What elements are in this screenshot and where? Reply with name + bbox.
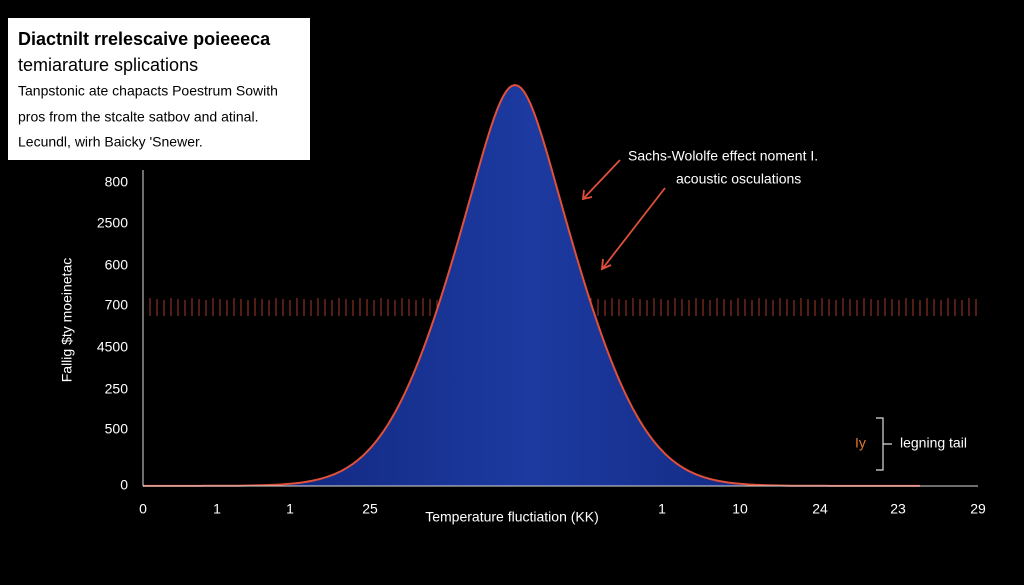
y-tick-label: 4500 bbox=[97, 339, 128, 355]
x-tick-label: 23 bbox=[890, 501, 906, 517]
y-axis-label: Fallig $ty moeinetac bbox=[59, 258, 75, 383]
x-tick-label: 1 bbox=[213, 501, 221, 517]
x-axis-label: Temperature fluctiation (KK) bbox=[425, 509, 599, 525]
y-tick-label: 800 bbox=[105, 174, 129, 190]
subtitle: temiarature splications bbox=[18, 55, 198, 75]
y-tick-label: 500 bbox=[105, 421, 129, 437]
y-tick-label: 2500 bbox=[97, 215, 128, 231]
tick-band bbox=[142, 298, 977, 316]
annotation: Sachs-Wololfe effect noment I. bbox=[628, 148, 818, 164]
arrow-head bbox=[581, 189, 593, 201]
y-tick-label: 700 bbox=[105, 297, 129, 313]
y-tick-label: 600 bbox=[105, 257, 129, 273]
x-tick-label: 29 bbox=[970, 501, 986, 517]
x-tick-label: 10 bbox=[732, 501, 748, 517]
legend-symbol: Iy bbox=[855, 435, 866, 451]
x-tick-label: 0 bbox=[139, 501, 147, 517]
description: pros from the stcalte satbov and atinal. bbox=[18, 109, 258, 125]
y-tick-label: 0 bbox=[120, 477, 128, 493]
annotation: acoustic osculations bbox=[676, 171, 801, 187]
description: Tanpstonic ate chapacts Poestrum Sowith bbox=[18, 83, 278, 99]
annotation-arrow bbox=[583, 159, 621, 199]
legend-bracket bbox=[876, 417, 892, 471]
y-tick-label: 250 bbox=[105, 381, 129, 397]
x-tick-label: 1 bbox=[286, 501, 294, 517]
title: Diactnilt rrelescaive poieeeca bbox=[18, 29, 271, 49]
x-tick-label: 25 bbox=[362, 501, 378, 517]
legend-label: legning tail bbox=[900, 435, 967, 451]
x-tick-label: 24 bbox=[812, 501, 828, 517]
title-box bbox=[8, 18, 310, 160]
curve-area bbox=[143, 85, 920, 486]
description: Lecundl, wirh Baicky 'Snewer. bbox=[18, 134, 203, 150]
arrow-head bbox=[600, 258, 612, 271]
annotation-arrow bbox=[602, 187, 666, 269]
x-tick-label: 1 bbox=[658, 501, 666, 517]
